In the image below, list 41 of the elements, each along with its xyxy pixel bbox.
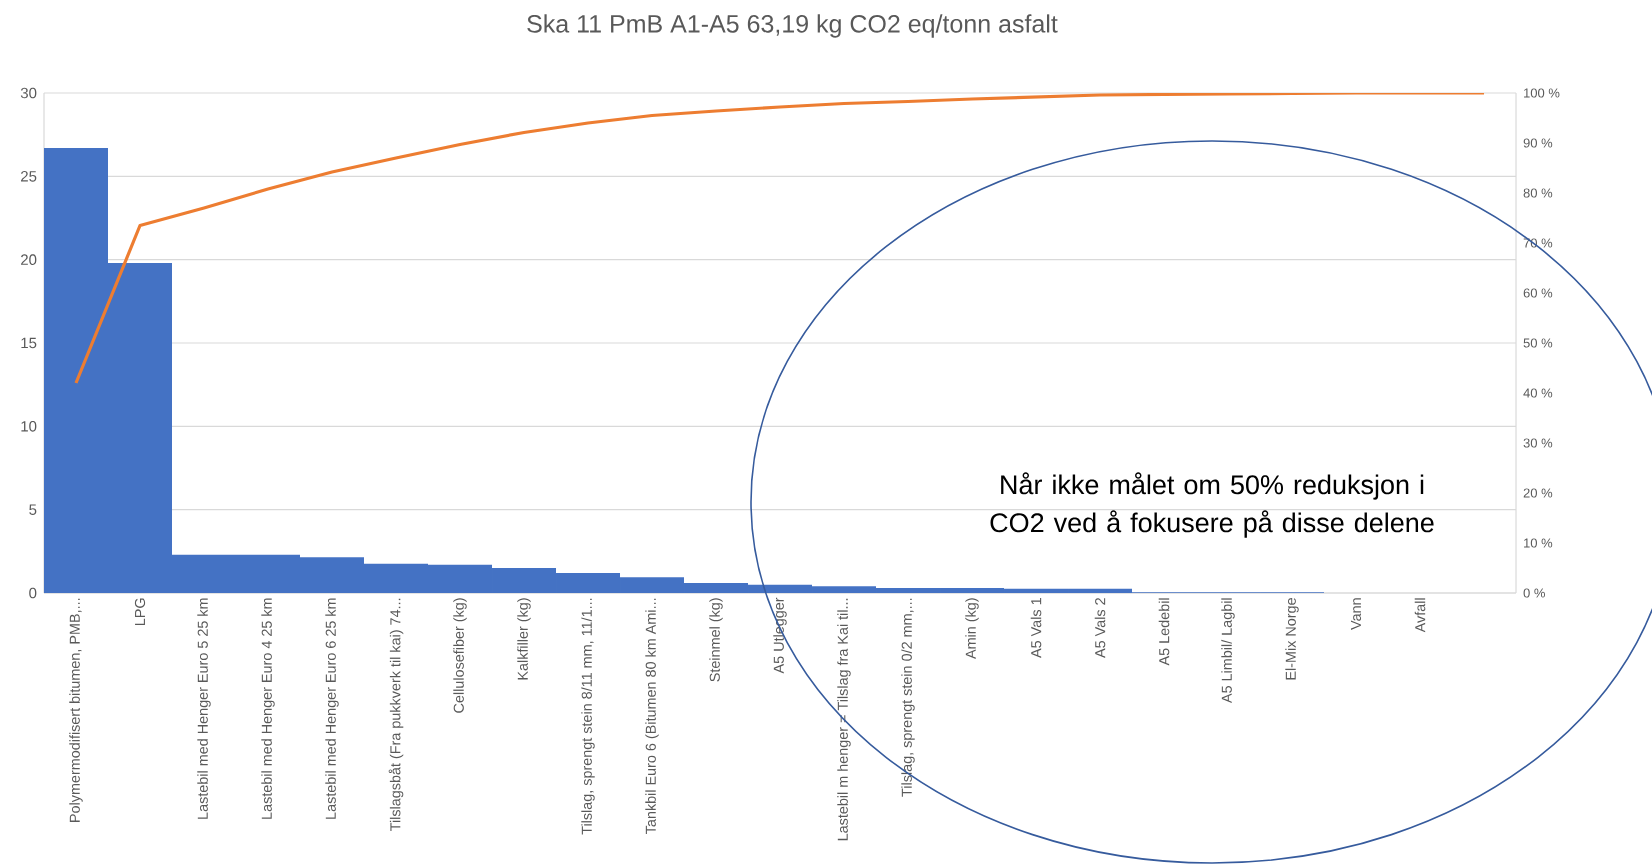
x-tick-label: Steinmel (kg) [709,598,723,682]
x-tick-label: Avfall [1414,598,1426,633]
x-tick-label: Lastebil med Henger Euro 6 25 km [325,598,339,819]
x-tick-label: A5 Vals 2 [1094,598,1106,658]
x-tick-label: A5 Vals 1 [1030,598,1042,658]
y2-tick-label: 90 % [1523,138,1553,148]
x-tick-label: Tilslagsbåt (Fra pukkverk til kai) 74... [388,598,404,832]
y2-tick-label: 30 % [1523,438,1553,448]
y2-tick-label: 40 % [1523,388,1553,398]
y-tick-label: 15 [21,337,37,349]
x-tick-label: Lastebil m henger = Tilslag fra Kai til... [837,598,851,841]
y2-tick-label: 10 % [1524,538,1553,548]
y-tick-label: 5 [29,504,37,515]
y2-tick-label: 50 % [1523,338,1553,348]
y2-tick-label: 60 % [1523,288,1553,298]
chart-title: Ska 11 PmB A1-A5 63,19 kg CO2 eq/tonn asfalt [527,14,1058,38]
x-tick-label: Tilslag, sprengt stein 8/11 mm, 11/1... [581,598,595,835]
x-tick-label: Lastebil med Henger Euro 5 25 km [197,598,211,819]
y-tick-label: 30 [20,87,37,99]
y2-tick-label: 20 % [1523,488,1553,498]
y2-tick-label: 100 % [1524,88,1560,98]
annotation: Når ikke målet om 50% reduksjon i CO2 ved å fokusere på disse delene [990,472,1434,538]
x-tick-label: A5 Ledebil [1158,598,1170,666]
x-tick-label: El-Mix Norge [1285,598,1299,680]
x-tick-label: Lastebil med Henger Euro 4 25 km [261,598,275,819]
y2-tick-label: 80 % [1523,188,1553,198]
x-tick-label: LPG [134,598,146,626]
y-tick-label: 0 [29,587,37,599]
y-tick-label: 20 [21,254,37,265]
x-tick-label: Polymermodifisert bitumen, PMB,... [69,598,83,822]
x-tick-label: A5 Limbil/ Lagbil [1221,598,1235,704]
y-tick-label: 10 [21,421,37,432]
x-tick-label: Kalkfiller (kg) [517,598,531,680]
x-tick-label: Cellulosefiber (kg) [453,598,467,713]
x-tick-label: A5 Utlegger [773,597,787,674]
y-tick-label: 25 [21,171,37,182]
x-tick-label: Vann [1350,598,1362,630]
x-tick-label: Tankbil Euro 6 (Bitumen 80 km Ami... [645,598,659,834]
x-tick-label: Amin (kg) [965,598,979,659]
y2-tick-label: 0 % [1523,588,1545,598]
x-tick-label: Tilslag, sprengt stein 0/2 mm,... [901,598,915,797]
